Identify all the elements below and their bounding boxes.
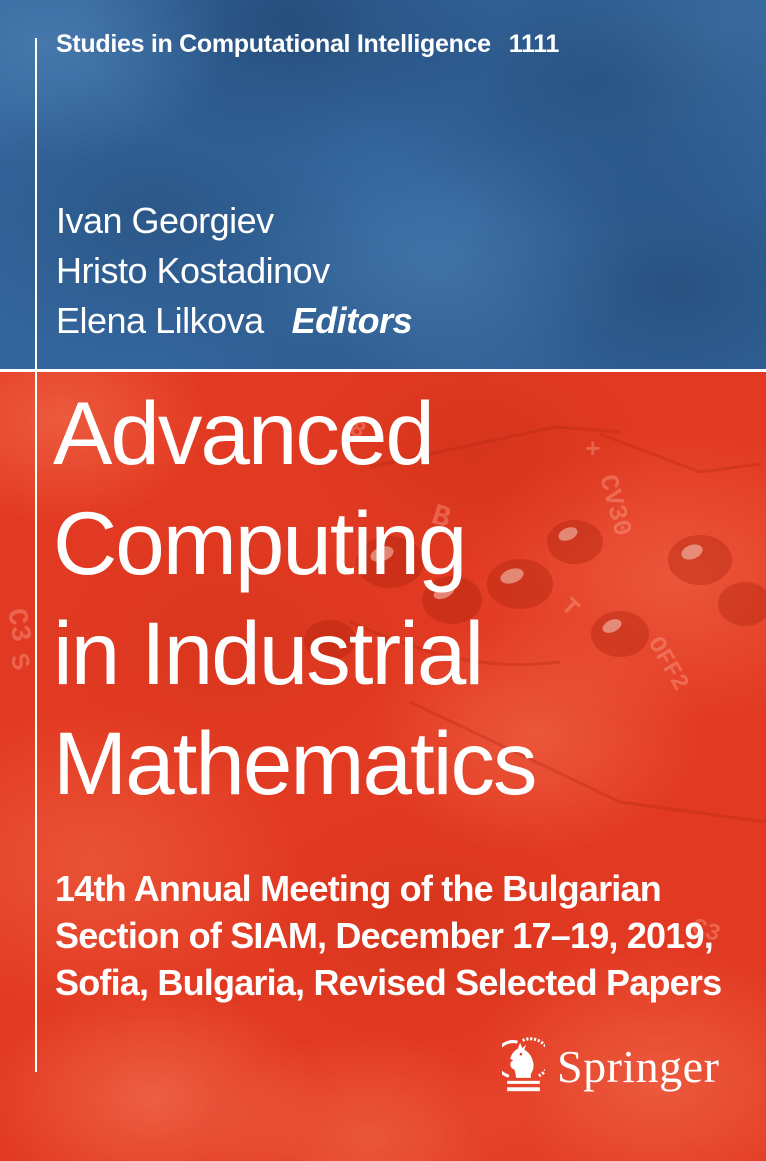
publisher-logo: Springer	[502, 1036, 719, 1093]
book-title-line: Computing	[53, 493, 467, 593]
editor-name: Ivan Georgiev	[56, 200, 274, 241]
editors-block: Ivan Georgiev Hristo Kostadinov Elena Li…	[56, 196, 413, 346]
editor-name: Elena Lilkova	[56, 300, 264, 341]
publisher-name: Springer	[557, 1041, 720, 1092]
book-subtitle-line: 14th Annual Meeting of the Bulgarian	[55, 868, 662, 909]
svg-text:OFF2: OFF2	[641, 633, 693, 696]
left-margin-rule	[35, 38, 37, 1072]
book-title-line: Advanced	[53, 383, 435, 483]
editor-name-row: Elena Lilkova Editors	[56, 296, 413, 346]
book-subtitle-line: Section of SIAM, December 17–19, 2019,	[55, 915, 714, 956]
editors-role-label: Editors	[291, 300, 413, 341]
book-subtitle-line: Sofia, Bulgaria, Revised Selected Papers	[55, 962, 722, 1003]
series-title: Studies in Computational Intelligence 111…	[56, 30, 559, 59]
svg-text:C3: C3	[0, 606, 36, 644]
svg-text:+: +	[585, 435, 601, 465]
series-name: Studies in Computational Intelligence	[56, 30, 491, 58]
book-subtitle: 14th Annual Meeting of the Bulgarian Sec…	[55, 865, 722, 1006]
book-title-line: Mathematics	[53, 713, 537, 813]
series-volume: 1111	[508, 30, 560, 58]
book-title-line: in Industrial	[53, 603, 484, 703]
band-divider-line	[0, 369, 766, 372]
svg-text:S: S	[2, 649, 36, 674]
series-band-background	[0, 0, 766, 369]
svg-text:T: T	[554, 594, 583, 623]
springer-knight-icon	[502, 1037, 545, 1092]
editor-name: Hristo Kostadinov	[56, 250, 330, 291]
book-title: Advanced Computing in Industrial Mathema…	[53, 378, 537, 818]
svg-text:CV30: CV30	[592, 471, 637, 539]
